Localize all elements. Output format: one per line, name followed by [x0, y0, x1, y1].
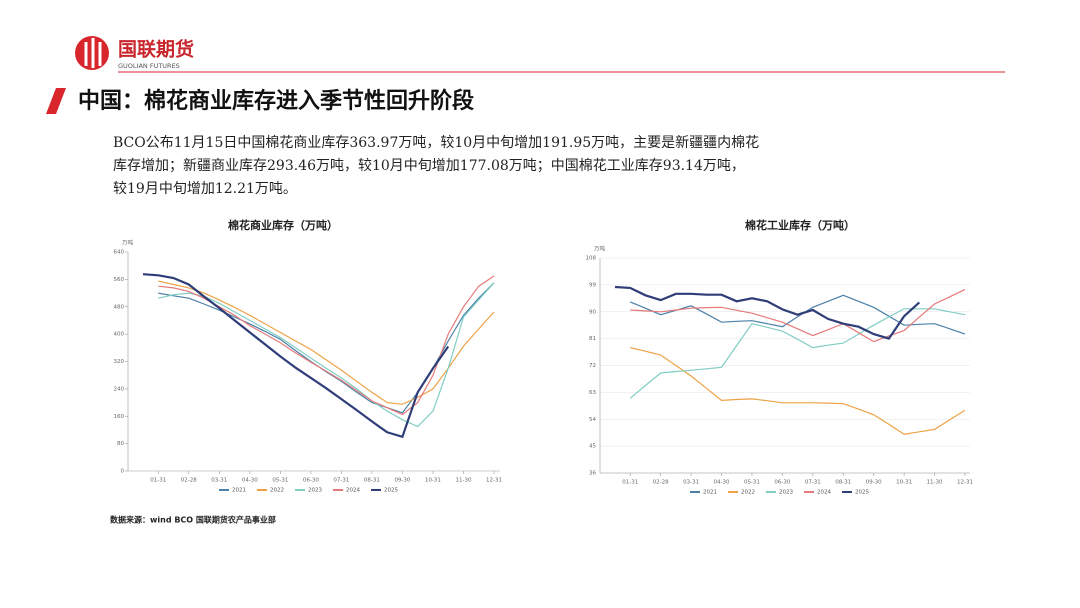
x-tick-label: 10-31 [425, 478, 441, 484]
x-tick-label: 11-30 [455, 478, 471, 484]
x-tick-label: 05-31 [744, 480, 760, 486]
title-mark [46, 88, 66, 114]
y-tick-label: 480 [114, 304, 125, 310]
body-line: BCO公布11月15日中国棉花商业库存363.97万吨，较10月中旬增加191.… [113, 134, 759, 151]
legend-label: 2023 [779, 490, 793, 496]
chart-title: 棉花工业库存（万吨） [745, 218, 855, 232]
y-tick-label: 63 [589, 390, 596, 396]
y-unit: 万吨 [594, 245, 606, 253]
x-tick-label: 06-30 [303, 478, 319, 484]
y-tick-label: 54 [589, 417, 596, 423]
legend-label: 2023 [308, 488, 322, 494]
legend-label: 2022 [270, 488, 284, 494]
series-line [629, 308, 966, 399]
x-tick-label: 12-31 [486, 478, 502, 484]
y-tick-label: 0 [121, 469, 125, 475]
source: 数据来源：wind BCO 国联期货农产品事业部 [110, 515, 276, 525]
legend-label: 2025 [384, 488, 398, 494]
y-tick-label: 72 [589, 363, 596, 369]
brand: 国联期货 [118, 38, 194, 61]
body-line: 较19月中旬增加12.21万吨。 [113, 181, 297, 197]
x-tick-label: 04-30 [714, 480, 730, 486]
x-tick-label: 12-31 [957, 480, 973, 486]
y-tick-label: 320 [114, 359, 125, 365]
x-tick-label: 07-31 [805, 480, 821, 486]
brand-en: GUOLIAN FUTURES [118, 62, 180, 70]
y-tick-label: 560 [114, 277, 125, 283]
legend-label: 2021 [232, 488, 246, 494]
legend-label: 2024 [817, 490, 831, 496]
legend-label: 2022 [741, 490, 755, 496]
x-tick-label: 03-31 [211, 478, 227, 484]
x-tick-label: 10-31 [896, 480, 912, 486]
x-tick-label: 04-30 [242, 478, 258, 484]
x-tick-label: 09-30 [394, 478, 410, 484]
x-tick-label: 02-28 [181, 478, 197, 484]
x-tick-label: 11-30 [927, 480, 943, 486]
series-line [629, 294, 966, 335]
y-tick-label: 45 [589, 444, 596, 450]
y-tick-label: 108 [586, 256, 597, 262]
legend-label: 2025 [855, 490, 869, 496]
series-line [614, 285, 921, 340]
y-tick-label: 99 [589, 282, 596, 288]
y-tick-label: 640 [114, 250, 125, 256]
series-line [630, 288, 966, 343]
series-line [630, 347, 966, 435]
y-tick-label: 36 [589, 471, 596, 477]
series-line [142, 273, 450, 439]
series-line [158, 280, 495, 405]
legend-label: 2021 [703, 490, 717, 496]
y-tick-label: 80 [117, 441, 124, 447]
x-tick-label: 08-31 [835, 480, 851, 486]
slide-title: 中国：棉花商业库存进入季节性回升阶段 [78, 88, 474, 114]
series-line [158, 275, 495, 416]
x-tick-label: 01-31 [150, 478, 166, 484]
series-line [158, 282, 495, 428]
y-unit: 万吨 [122, 239, 134, 247]
x-tick-label: 07-31 [333, 478, 349, 484]
x-tick-label: 02-28 [653, 480, 669, 486]
x-tick-label: 03-31 [683, 480, 699, 486]
y-tick-label: 160 [114, 414, 125, 420]
body-line: 库存增加；新疆商业库存293.46万吨，较10月中旬增加177.08万吨；中国棉… [113, 157, 745, 174]
chart-title: 棉花商业库存（万吨） [228, 218, 338, 232]
x-tick-label: 06-30 [774, 480, 790, 486]
x-tick-label: 08-31 [364, 478, 380, 484]
y-tick-label: 400 [114, 332, 125, 338]
legend-label: 2024 [346, 488, 360, 494]
x-tick-label: 01-31 [622, 480, 638, 486]
y-tick-label: 240 [114, 386, 125, 392]
x-tick-label: 05-31 [272, 478, 288, 484]
logo [75, 36, 109, 70]
x-tick-label: 09-30 [866, 480, 882, 486]
y-tick-label: 90 [589, 309, 596, 315]
logo-icon-lines [84, 38, 102, 68]
y-tick-label: 81 [589, 336, 596, 342]
